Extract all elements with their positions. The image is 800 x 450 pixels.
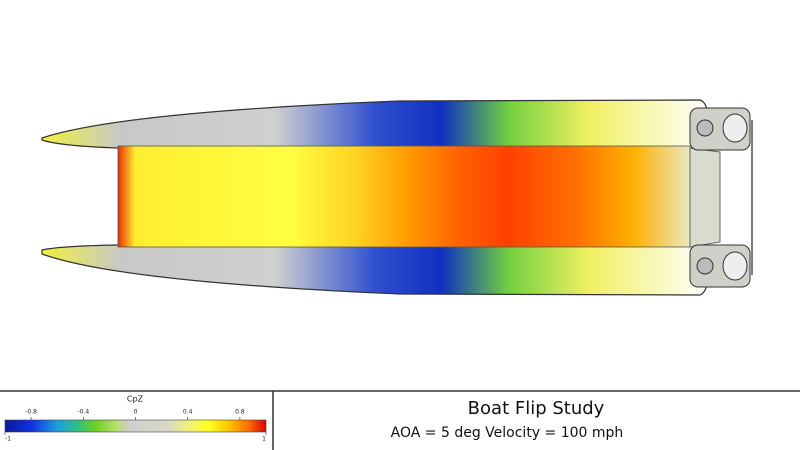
colorbar-tick-label: 0	[134, 409, 138, 416]
colorbar-end-label: -1	[5, 436, 11, 443]
colorbar-tick-label: 0.4	[183, 409, 193, 416]
footer: CpZ Boat Flip Study AOA = 5 deg Velocity…	[0, 390, 800, 450]
deck	[117, 145, 691, 248]
engine-bottom	[689, 244, 751, 288]
top-hull	[41, 99, 709, 149]
colorbar-tick-label: -0.4	[77, 409, 89, 416]
transom	[689, 147, 721, 248]
colorbar	[4, 419, 267, 433]
engine-top	[689, 107, 751, 151]
bottom-hull	[41, 244, 709, 296]
caption-subtitle: AOA = 5 deg Velocity = 100 mph	[391, 425, 624, 441]
colorbar-title: CpZ	[127, 395, 144, 404]
colorbar-tick-label: -0.8	[25, 409, 37, 416]
colorbar-tick-label: 0.8	[235, 409, 245, 416]
render-view	[41, 99, 753, 296]
caption-title: Boat Flip Study	[468, 398, 605, 419]
colorbar-end-label: 1	[262, 436, 266, 443]
